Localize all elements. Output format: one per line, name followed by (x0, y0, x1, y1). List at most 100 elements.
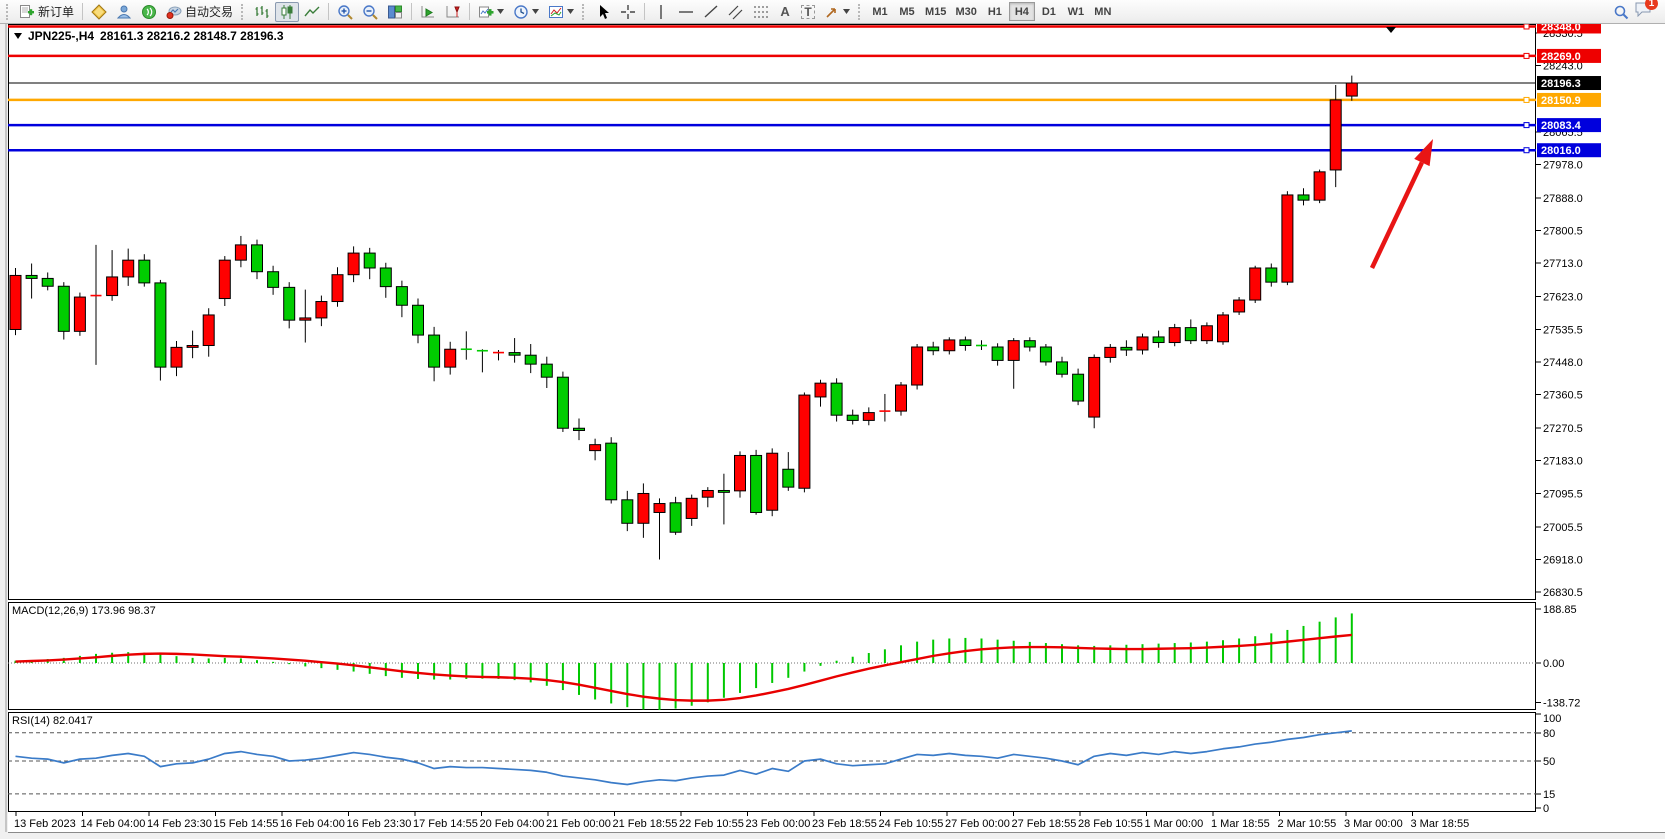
cursor-button[interactable] (591, 2, 615, 22)
candle (717, 473, 730, 525)
candle (621, 490, 634, 532)
price-tags: 28348.0 28269.0 28150.9 28083.4 28016.0 28196… (1537, 24, 1601, 158)
channel-button[interactable] (724, 2, 748, 22)
svg-text:0: 0 (1543, 803, 1549, 815)
price-tag (1537, 92, 1601, 107)
toolbar-grip (6, 3, 11, 20)
timeframe-d1-button[interactable]: D1 (1041, 5, 1056, 18)
candle (1168, 323, 1181, 347)
candle (1136, 333, 1149, 355)
candle (1297, 188, 1310, 206)
bar-chart-icon (255, 5, 269, 18)
candle (540, 356, 553, 388)
timeframe-m30-button[interactable]: M30 (955, 5, 977, 18)
macd-signal-line (15, 633, 1352, 702)
toolbar-grip (858, 3, 863, 20)
candle (1007, 338, 1020, 389)
candle (41, 272, 54, 291)
candle (9, 267, 22, 336)
svg-text:100: 100 (1543, 713, 1561, 725)
svg-text:80: 80 (1543, 728, 1555, 740)
candle (251, 239, 263, 280)
level-handle (1523, 96, 1530, 103)
fibonacci-button[interactable] (749, 2, 773, 22)
svg-text:27713.0: 27713.0 (1543, 258, 1583, 270)
candle (379, 262, 392, 298)
candle (911, 344, 924, 390)
trendline-button[interactable] (699, 2, 723, 22)
svg-text:28083.4: 28083.4 (1541, 120, 1582, 132)
chart-line-button[interactable] (300, 2, 324, 22)
autotrade-button[interactable]: 自动交易 (162, 2, 237, 22)
crosshair-button[interactable] (616, 2, 640, 22)
chart-shift-button[interactable] (441, 2, 465, 22)
zoom-in-button[interactable] (333, 2, 357, 22)
chat-button[interactable]: 1 (1634, 0, 1658, 22)
autotrade-label: 自动交易 (185, 5, 234, 19)
auto-scroll-button[interactable] (416, 2, 440, 22)
candle (814, 379, 827, 407)
crosshair-icon (621, 4, 636, 19)
timeframe-mn-button[interactable]: MN (1094, 5, 1112, 18)
zoom-out-button[interactable] (358, 2, 382, 22)
timeframe-m1-button[interactable]: M1 (872, 5, 888, 18)
trendline-icon (704, 4, 718, 18)
candle (1184, 319, 1197, 345)
zoom-in-icon (338, 4, 353, 20)
autotrade-icon (166, 6, 182, 19)
candlestick-icon (281, 4, 293, 19)
line-chart-icon (304, 6, 320, 16)
timeframe-m15-button[interactable]: M15 (925, 5, 947, 18)
level-handle (1523, 122, 1530, 129)
chart-bars-button[interactable] (250, 2, 274, 22)
market-widget-button[interactable] (87, 2, 111, 22)
new-order-icon (20, 4, 34, 18)
chart-candles-button[interactable] (275, 1, 300, 22)
timeframe-h1-button[interactable]: H1 (987, 5, 1002, 18)
level-handle (1523, 147, 1530, 154)
new-order-button[interactable]: 新订单 (15, 2, 78, 22)
text-tool-icon: A (780, 4, 790, 19)
chevron-down-icon (497, 9, 505, 14)
candle (1104, 344, 1117, 363)
svg-text:27535.5: 27535.5 (1543, 324, 1583, 336)
timeframe-h4-button[interactable]: H4 (1008, 2, 1035, 21)
signals-button[interactable] (137, 2, 161, 22)
candle (830, 378, 843, 422)
candle (879, 393, 891, 422)
chart-collapse-icon[interactable] (14, 33, 22, 39)
separator (411, 3, 413, 20)
timeframe-w1-button[interactable]: W1 (1067, 5, 1085, 18)
periods-button[interactable] (509, 2, 543, 22)
templates-button[interactable] (544, 2, 578, 22)
svg-text:28150.9: 28150.9 (1541, 95, 1581, 107)
timeframe-m5-button[interactable]: M5 (899, 5, 915, 18)
shapes-button[interactable] (820, 2, 854, 22)
date-label: 27 Feb 00:00 (945, 818, 1010, 830)
candle (701, 487, 714, 508)
candle (605, 437, 618, 504)
horizontal-line-button[interactable] (674, 2, 698, 22)
candle (1023, 337, 1036, 352)
text-button[interactable]: A (774, 2, 796, 22)
candle (1249, 265, 1262, 304)
text-label-button[interactable]: T (797, 2, 819, 22)
vertical-line-button[interactable] (649, 2, 673, 22)
svg-text:28348.0: 28348.0 (1541, 24, 1581, 33)
chart-title: JPN225-,H4 28161.3 28216.2 28148.7 28196… (14, 29, 284, 43)
svg-text:27448.0: 27448.0 (1543, 357, 1583, 369)
chevron-down-icon (567, 9, 575, 14)
community-button[interactable] (112, 2, 136, 22)
candle (90, 244, 102, 365)
date-label: 13 Feb 2023 (14, 818, 76, 830)
tile-windows-button[interactable] (383, 2, 407, 22)
level-lines (8, 24, 1536, 154)
rsi-pane (8, 730, 1536, 795)
indicators-button[interactable] (474, 2, 508, 22)
candle (1088, 354, 1101, 429)
chart-canvas[interactable]: 28330.528243.028065.527978.027888.027800… (0, 24, 1665, 839)
trend-arrow (1369, 139, 1433, 269)
search-button[interactable] (1609, 2, 1633, 22)
new-order-label: 新订单 (38, 5, 75, 19)
